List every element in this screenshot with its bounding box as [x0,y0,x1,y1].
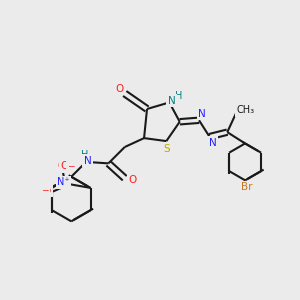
Text: CH₃: CH₃ [236,106,254,116]
Text: N: N [208,138,216,148]
Text: N: N [84,156,92,166]
Text: H: H [175,91,182,101]
Text: O: O [128,175,136,185]
Text: O: O [115,84,124,94]
Text: N⁺: N⁺ [58,177,70,187]
Text: O: O [57,161,64,171]
Text: O: O [61,160,69,171]
Text: N: N [198,109,206,119]
Text: N: N [168,96,176,106]
Text: Br: Br [241,182,252,192]
Text: −: − [68,161,75,170]
Text: H: H [81,150,88,160]
Text: S: S [164,143,170,154]
Text: ⁻o: ⁻o [41,186,52,195]
Text: −: − [41,185,48,194]
